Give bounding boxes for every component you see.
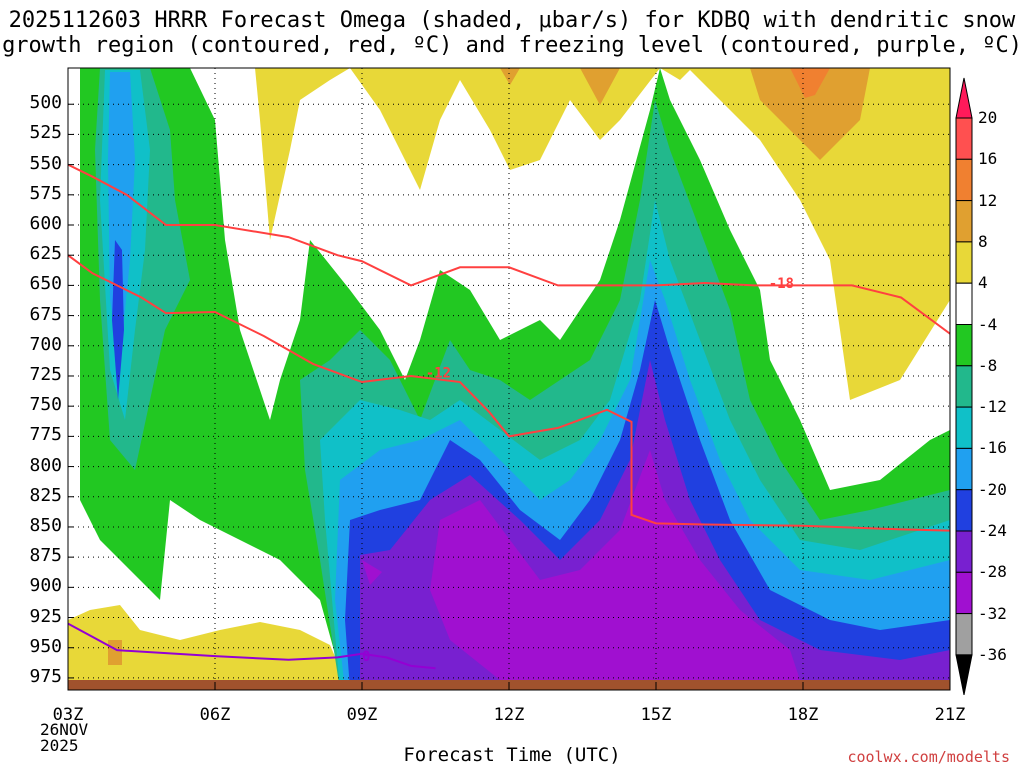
y-tick-label: 525 [29, 122, 62, 144]
colorbar-swatch [955, 365, 973, 408]
x-axis-title: Forecast Time (UTC) [403, 744, 621, 766]
colorbar-swatch [955, 241, 973, 284]
colorbar-bottom-arrow [955, 654, 973, 695]
colorbar-label: 16 [978, 149, 998, 169]
colorbar-label: -24 [978, 521, 1007, 540]
colorbar-label: -36 [978, 644, 1007, 664]
y-tick-label: 875 [29, 545, 62, 567]
date-line1: 26NOV [40, 720, 89, 739]
omega-minus32-region [362, 450, 800, 680]
y-tick-label: 575 [29, 182, 62, 204]
colorbar-swatch [955, 324, 973, 367]
contour-label: 0 [362, 649, 370, 665]
y-tick-label: 950 [29, 635, 62, 657]
y-tick-label: 725 [29, 363, 62, 385]
y-tick-label: 825 [29, 484, 62, 506]
date-line2: 2025 [40, 736, 79, 755]
y-tick-label: 500 [29, 92, 62, 114]
chart-title-line1: 2025112603 HRRR Forecast Omega (shaded, … [8, 8, 1016, 33]
colorbar-label: -4 [978, 314, 998, 334]
colorbar-swatch [955, 571, 973, 615]
x-tick-label: 21Z [934, 705, 966, 725]
y-tick-label: 775 [29, 424, 62, 446]
y-tick-label: 900 [29, 575, 62, 597]
colorbar-swatch [955, 117, 973, 160]
y-tick-label: 600 [29, 213, 62, 234]
colorbar-label: -8 [978, 355, 998, 375]
colorbar-label: -28 [978, 562, 1007, 582]
colorbar-swatch [955, 406, 973, 449]
omega-shading: -18 -12 0 [68, 68, 950, 690]
colorbar-swatch [955, 530, 973, 573]
omega-positive-region-upper [255, 68, 950, 400]
omega-8-region-lower [108, 640, 122, 665]
omega-minus24-region [112, 240, 950, 690]
colorbar-swatch [955, 489, 973, 532]
y-tick-label: 750 [29, 394, 62, 416]
omega-16-region [790, 68, 830, 98]
colorbar-label: -16 [978, 438, 1007, 458]
y-tick-label: 700 [29, 333, 62, 355]
contours: -18 -12 0 [68, 163, 950, 670]
x-tick-label: 15Z [640, 705, 672, 725]
grid [68, 68, 950, 690]
y-tick-label: 975 [29, 665, 62, 687]
y-tick-label: 550 [29, 152, 62, 174]
colorbar-swatch [955, 447, 973, 491]
x-tick-label: 09Z [346, 705, 378, 725]
axis-ticks [67, 103, 951, 690]
omega-12-region [750, 68, 870, 160]
x-tick-label: 12Z [493, 705, 525, 725]
credit-text: coolwx.com/modelts [847, 748, 1010, 766]
chart-title-line2: growth region (contoured, red, ºC) and f… [2, 33, 1022, 58]
omega-positive-region-lower [68, 605, 345, 680]
colorbar-swatch [955, 282, 973, 326]
colorbar-label: -32 [978, 603, 1007, 623]
y-tick-label: 800 [29, 454, 62, 476]
colorbar [955, 77, 973, 695]
x-tick-label: 03Z [52, 705, 84, 725]
colorbar-label: 4 [978, 273, 988, 293]
colorbar-swatch [955, 613, 973, 656]
y-tick-label: 625 [29, 243, 62, 265]
contour-line [68, 622, 436, 670]
y-tick-label: 675 [29, 303, 62, 325]
y-tick-label: 650 [29, 273, 62, 295]
contour-label: -18 [769, 276, 794, 292]
colorbar-label: -12 [978, 397, 1007, 417]
y-tick-label: 850 [29, 514, 62, 536]
contour-line [68, 163, 950, 335]
colorbar-label: 8 [978, 231, 988, 251]
omega-8-region-small [500, 68, 620, 105]
colorbar-swatch [955, 200, 973, 243]
colorbar-label: 12 [978, 190, 998, 210]
colorbar-swatch [955, 158, 973, 202]
x-tick-label: 18Z [787, 705, 819, 725]
contour-line [68, 254, 950, 532]
colorbar-label: -20 [978, 479, 1007, 499]
omega-minus20-region [108, 72, 950, 690]
x-tick-label: 06Z [199, 705, 231, 725]
contour-label: -12 [426, 365, 451, 381]
y-tick-label: 925 [29, 605, 62, 627]
colorbar-label: 20 [978, 108, 998, 127]
colorbar-top-arrow [955, 77, 973, 119]
